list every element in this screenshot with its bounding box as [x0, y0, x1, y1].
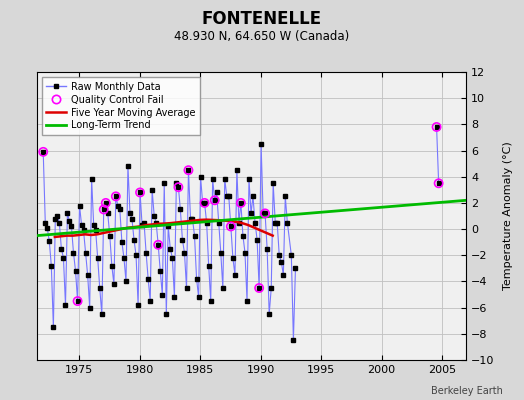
Point	[154, 242, 162, 248]
Point	[255, 285, 264, 291]
Point	[211, 197, 219, 204]
Point	[136, 189, 144, 196]
Point	[261, 210, 269, 216]
Point	[227, 223, 235, 230]
Point	[112, 193, 120, 200]
Point	[102, 200, 110, 206]
Point	[237, 200, 245, 206]
Point	[200, 200, 209, 206]
Text: Berkeley Earth: Berkeley Earth	[431, 386, 503, 396]
Point	[39, 149, 47, 155]
Legend: Raw Monthly Data, Quality Control Fail, Five Year Moving Average, Long-Term Tren: Raw Monthly Data, Quality Control Fail, …	[41, 77, 200, 135]
Point	[174, 184, 182, 190]
Point	[73, 298, 82, 304]
Text: 48.930 N, 64.650 W (Canada): 48.930 N, 64.650 W (Canada)	[174, 30, 350, 43]
Point	[434, 180, 443, 186]
Point	[432, 124, 441, 130]
Point	[100, 206, 108, 213]
Text: FONTENELLE: FONTENELLE	[202, 10, 322, 28]
Point	[184, 167, 193, 173]
Y-axis label: Temperature Anomaly (°C): Temperature Anomaly (°C)	[503, 142, 513, 290]
